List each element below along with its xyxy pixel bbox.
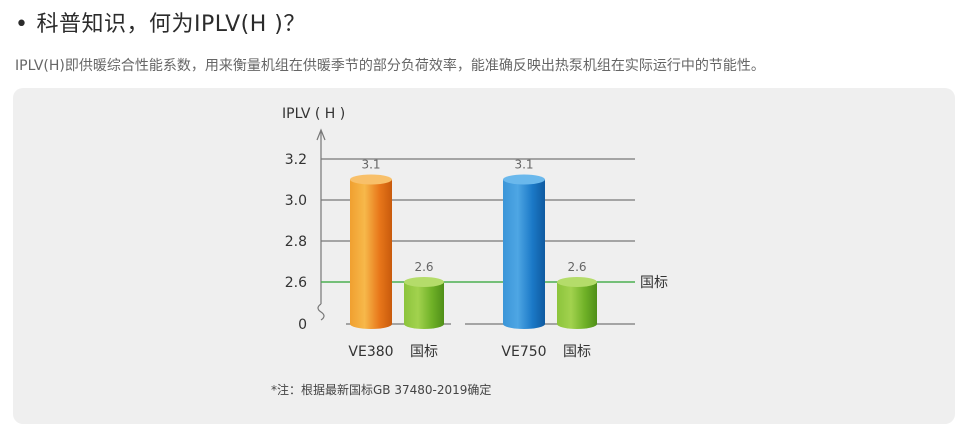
- chart-footnote: *注：根据最新国标GB 37480-2019确定: [271, 382, 491, 397]
- title-text: 科普知识，何为IPLV(H )？: [36, 12, 306, 37]
- bar-body: [557, 282, 597, 329]
- y-tick-label: 2.8: [285, 234, 307, 250]
- reference-line-label: 国标: [640, 275, 668, 291]
- iplv-chart: IPLV ( H ) 0 2.6 2.8 3.0 3.2 国标 3.1 2.6 3.1 2.6…: [271, 106, 668, 397]
- value-label: 2.6: [567, 260, 586, 274]
- bar-top: [350, 174, 392, 185]
- bar-top: [503, 174, 545, 185]
- x-tick-label: VE380: [348, 344, 393, 360]
- y-tick-label: 0: [298, 317, 307, 333]
- chart-panel: IPLV ( H ) 0 2.6 2.8 3.0 3.2 国标 3.1 2.6 3.1 2.6…: [13, 88, 955, 424]
- y-tick-label: 3.2: [285, 152, 307, 168]
- bar-top: [404, 277, 444, 287]
- x-tick-label: 国标: [563, 344, 591, 360]
- bar-1: [350, 174, 392, 329]
- x-tick-label: 国标: [410, 344, 438, 360]
- bar-body: [503, 179, 545, 329]
- value-label: 3.1: [361, 158, 380, 172]
- y-tick-label: 2.6: [285, 275, 307, 291]
- bar-4: [557, 277, 597, 329]
- value-label: 3.1: [514, 158, 533, 172]
- y-axis: [316, 128, 326, 321]
- y-tick-labels: 0 2.6 2.8 3.0 3.2: [285, 152, 307, 333]
- value-label: 2.6: [414, 260, 433, 274]
- x-tick-label: VE750: [501, 344, 546, 360]
- y-axis-arrow: [316, 128, 326, 141]
- value-labels: 3.1 2.6 3.1 2.6: [361, 158, 586, 275]
- bar-body: [404, 282, 444, 329]
- bars: [350, 174, 597, 329]
- title-bullet: •: [15, 12, 29, 37]
- page-description: IPLV(H)即供暖综合性能系数，用来衡量机组在供暖季节的部分负荷效率，能准确反…: [15, 58, 765, 74]
- bar-2: [404, 277, 444, 329]
- bar-body: [350, 179, 392, 329]
- bar-3: [503, 174, 545, 329]
- y-tick-label: 3.0: [285, 193, 307, 209]
- page-title: • 科普知识，何为IPLV(H )？: [15, 6, 306, 38]
- bar-top: [557, 277, 597, 287]
- x-tick-labels: VE380 国标 VE750 国标: [348, 344, 591, 360]
- y-axis-break: [317, 303, 325, 321]
- y-axis-label: IPLV ( H ): [282, 106, 345, 122]
